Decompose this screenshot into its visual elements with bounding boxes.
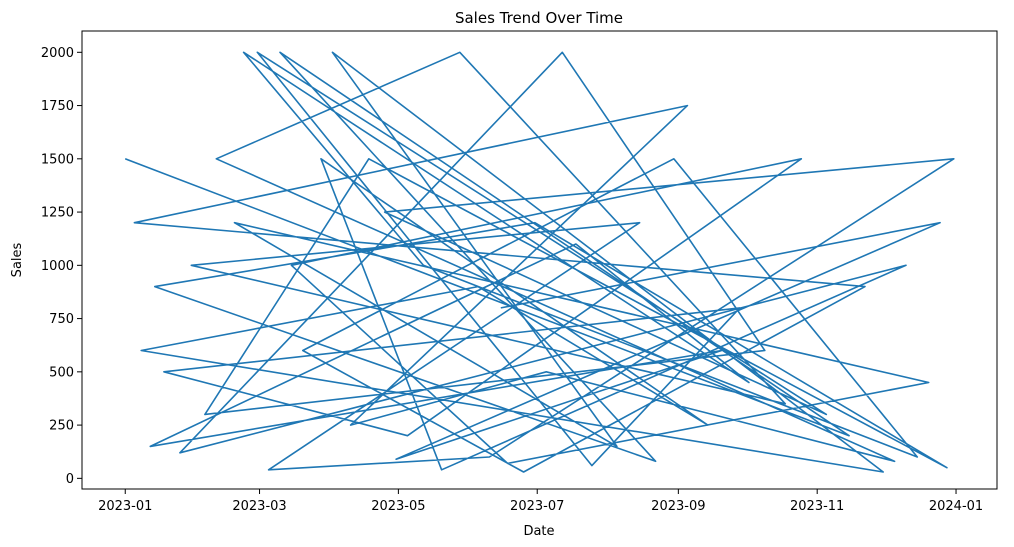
y-tick-label: 1500 bbox=[41, 152, 74, 167]
x-tick-label: 2023-09 bbox=[651, 499, 705, 514]
y-tick-label: 750 bbox=[49, 312, 74, 327]
x-tick-label: 2023-01 bbox=[98, 499, 152, 514]
y-tick-label: 250 bbox=[49, 419, 74, 434]
x-axis: 2023-01 2023-03 2023-05 2023-07 2023-09 2023-… bbox=[98, 489, 983, 514]
x-axis-label: Date bbox=[523, 524, 554, 539]
chart-title: Sales Trend Over Time bbox=[455, 9, 623, 27]
x-tick-label: 2024-01 bbox=[929, 499, 983, 514]
x-tick-label: 2023-11 bbox=[790, 499, 844, 514]
y-tick-label: 1000 bbox=[41, 259, 74, 274]
y-tick-label: 500 bbox=[49, 365, 74, 380]
x-tick-label: 2023-07 bbox=[510, 499, 564, 514]
y-tick-label: 2000 bbox=[41, 46, 74, 61]
y-tick-label: 1750 bbox=[41, 99, 74, 114]
y-axis: 0 250 500 750 1000 1250 1500 1750 2000 bbox=[41, 46, 82, 487]
series-line-0 bbox=[124, 51, 955, 473]
y-tick-label: 1250 bbox=[41, 206, 74, 221]
y-tick-label: 0 bbox=[66, 472, 74, 487]
plot-frame bbox=[81, 30, 998, 490]
x-tick-label: 2023-03 bbox=[232, 499, 286, 514]
x-tick-label: 2023-05 bbox=[371, 499, 425, 514]
y-axis-label: Sales bbox=[10, 242, 25, 277]
series-layer bbox=[124, 51, 955, 473]
